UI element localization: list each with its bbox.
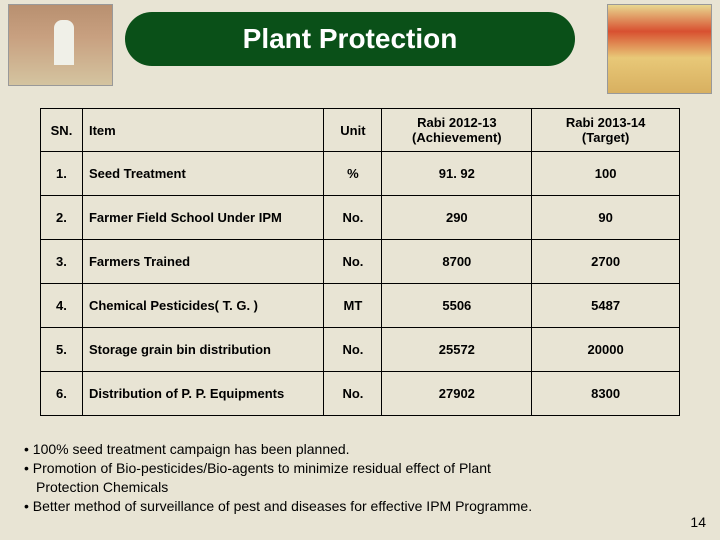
cell-item: Farmers Trained [82,240,324,284]
cell-achievement: 5506 [382,284,532,328]
cell-unit: No. [324,240,382,284]
col-item: Item [82,109,324,152]
cell-unit: % [324,152,382,196]
cell-target: 100 [532,152,680,196]
col2-line1: Rabi 2013-14 [566,115,646,130]
cell-achievement: 290 [382,196,532,240]
page-number: 14 [690,514,706,530]
table-row: 5.Storage grain bin distributionNo.25572… [41,328,680,372]
cell-sn: 2. [41,196,83,240]
bullet-line: • 100% seed treatment campaign has been … [24,440,704,459]
page-title: Plant Protection [243,23,458,55]
cell-unit: No. [324,196,382,240]
cell-sn: 6. [41,372,83,416]
cell-item: Distribution of P. P. Equipments [82,372,324,416]
table-header-row: SN. Item Unit Rabi 2012-13 (Achievement)… [41,109,680,152]
cell-achievement: 27902 [382,372,532,416]
table-row: 2.Farmer Field School Under IPMNo.29090 [41,196,680,240]
col-sn: SN. [41,109,83,152]
col2-line2: (Target) [582,130,629,145]
cell-unit: No. [324,372,382,416]
cell-unit: No. [324,328,382,372]
col-achievement: Rabi 2012-13 (Achievement) [382,109,532,152]
cell-target: 20000 [532,328,680,372]
notes-block: • 100% seed treatment campaign has been … [24,440,704,516]
col1-line1: Rabi 2012-13 [417,115,497,130]
data-table: SN. Item Unit Rabi 2012-13 (Achievement)… [40,108,680,416]
cell-achievement: 91. 92 [382,152,532,196]
right-photo [607,4,712,94]
cell-target: 8300 [532,372,680,416]
col1-line2: (Achievement) [412,130,502,145]
cell-unit: MT [324,284,382,328]
table-row: 3.Farmers TrainedNo.87002700 [41,240,680,284]
cell-target: 5487 [532,284,680,328]
header-bar: Plant Protection [0,0,720,95]
table-row: 6.Distribution of P. P. EquipmentsNo.279… [41,372,680,416]
cell-achievement: 8700 [382,240,532,284]
cell-item: Farmer Field School Under IPM [82,196,324,240]
left-photo [8,4,113,86]
col-unit: Unit [324,109,382,152]
cell-sn: 5. [41,328,83,372]
cell-achievement: 25572 [382,328,532,372]
table-row: 1.Seed Treatment%91. 92100 [41,152,680,196]
cell-target: 90 [532,196,680,240]
bullet-line: • Promotion of Bio-pesticides/Bio-agents… [24,459,704,478]
cell-item: Chemical Pesticides( T. G. ) [82,284,324,328]
cell-sn: 1. [41,152,83,196]
cell-item: Seed Treatment [82,152,324,196]
cell-sn: 4. [41,284,83,328]
cell-target: 2700 [532,240,680,284]
table-row: 4.Chemical Pesticides( T. G. )MT55065487 [41,284,680,328]
title-pill: Plant Protection [125,12,575,66]
cell-sn: 3. [41,240,83,284]
data-table-wrap: SN. Item Unit Rabi 2012-13 (Achievement)… [40,108,680,416]
col-target: Rabi 2013-14 (Target) [532,109,680,152]
bullet-line: Protection Chemicals [24,478,704,497]
bullet-line: • Better method of surveillance of pest … [24,497,704,516]
cell-item: Storage grain bin distribution [82,328,324,372]
